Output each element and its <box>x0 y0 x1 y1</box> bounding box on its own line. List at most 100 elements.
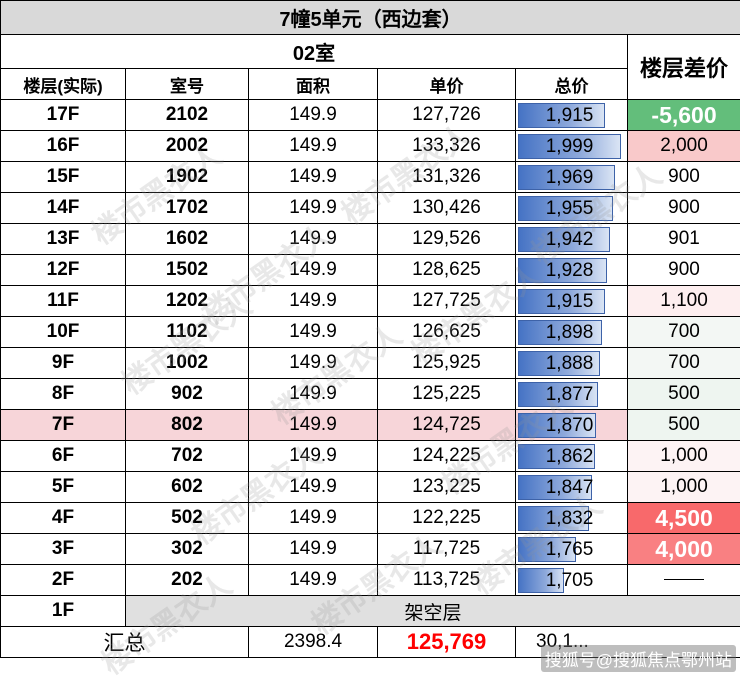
total-price-databar: 1,999 <box>518 134 621 159</box>
floor-diff-cell: 700 <box>628 317 740 348</box>
room-type-heading: 02室 <box>1 35 628 69</box>
total-price-cell: 1,705 <box>516 565 628 596</box>
floor-cell: 11F <box>1 286 126 317</box>
floor-cell: 16F <box>1 131 126 162</box>
total-price-cell: 1,898 <box>516 317 628 348</box>
total-price-cell: 1,765 <box>516 534 628 565</box>
room-number-cell: 902 <box>126 379 249 410</box>
total-price-value: 1,705 <box>546 570 594 591</box>
room-number-cell: 1702 <box>126 193 249 224</box>
unit-price-cell: 133,326 <box>378 131 516 162</box>
total-price-databar: 1,877 <box>518 382 621 407</box>
unit-price-cell: 127,725 <box>378 286 516 317</box>
floor-diff-cell: 500 <box>628 379 740 410</box>
room-number-cell: 302 <box>126 534 249 565</box>
floor-diff-cell: 900 <box>628 193 740 224</box>
total-price-databar: 1,898 <box>518 320 621 345</box>
floor-diff-cell: 901 <box>628 224 740 255</box>
unit-price-cell: 128,625 <box>378 255 516 286</box>
floor-diff-value: 700 <box>668 321 700 342</box>
area-cell: 149.9 <box>249 503 378 534</box>
area-cell: 149.9 <box>249 534 378 565</box>
total-price-value: 1,765 <box>546 539 594 560</box>
summary-unit-price: 125,769 <box>378 627 516 658</box>
total-price-databar: 1,705 <box>518 568 621 593</box>
total-price-value: 1,969 <box>546 167 594 188</box>
floor-cell: 17F <box>1 100 126 131</box>
total-price-value: 1,877 <box>546 384 594 405</box>
floor-diff-cell <box>628 565 740 596</box>
area-cell: 149.9 <box>249 410 378 441</box>
floor-diff-value: 900 <box>668 197 700 218</box>
total-price-value: 1,928 <box>546 260 594 281</box>
floor-diff-value: 900 <box>668 259 700 280</box>
floor-header: 楼层(实际) <box>1 69 126 100</box>
floor-diff-value: 1,000 <box>660 476 708 497</box>
unit-price-cell: 122,225 <box>378 503 516 534</box>
floor-cell: 8F <box>1 379 126 410</box>
total-price-cell: 1,862 <box>516 441 628 472</box>
total-price-value: 1,955 <box>546 198 594 219</box>
floor-diff-header: 楼层差价 <box>628 35 740 100</box>
room-number-cell: 2102 <box>126 100 249 131</box>
area-cell: 149.9 <box>249 441 378 472</box>
floor-diff-value: -5,600 <box>651 102 716 128</box>
total-price-databar: 1,915 <box>518 289 621 314</box>
floor-cell: 6F <box>1 441 126 472</box>
floor-diff-cell: 4,000 <box>628 534 740 565</box>
summary-label: 汇总 <box>1 627 249 658</box>
total-price-databar: 1,870 <box>518 413 621 438</box>
unit-price-cell: 125,225 <box>378 379 516 410</box>
area-cell: 149.9 <box>249 472 378 503</box>
floor-cell: 14F <box>1 193 126 224</box>
dash-mark <box>664 579 704 580</box>
room-number-cell: 502 <box>126 503 249 534</box>
floor-cell: 5F <box>1 472 126 503</box>
total-price-value: 1,999 <box>546 136 594 157</box>
total-price-cell: 1,928 <box>516 255 628 286</box>
unit-price-header: 单价 <box>378 69 516 100</box>
floor-diff-value: 4,000 <box>655 536 713 562</box>
room-number-cell: 1102 <box>126 317 249 348</box>
area-cell: 149.9 <box>249 317 378 348</box>
total-price-value: 1,888 <box>546 353 594 374</box>
area-cell: 149.9 <box>249 286 378 317</box>
total-price-value: 1,832 <box>546 508 594 529</box>
total-price-value: 1,915 <box>546 105 594 126</box>
unit-price-cell: 129,526 <box>378 224 516 255</box>
table-title: 7幢5单元（西边套） <box>1 1 740 35</box>
total-price-databar: 1,832 <box>518 506 621 531</box>
unit-price-cell: 124,725 <box>378 410 516 441</box>
floor-diff-cell: -5,600 <box>628 100 740 131</box>
floor-diff-cell: 500 <box>628 410 740 441</box>
unit-price-cell: 113,725 <box>378 565 516 596</box>
total-price-value: 1,870 <box>546 415 594 436</box>
room-number-cell: 202 <box>126 565 249 596</box>
floor-cell: 1F <box>1 596 126 627</box>
floor-cell: 13F <box>1 224 126 255</box>
total-price-value: 1,847 <box>546 477 594 498</box>
total-price-value: 1,942 <box>546 229 594 250</box>
area-cell: 149.9 <box>249 131 378 162</box>
total-price-value: 1,898 <box>546 322 594 343</box>
footer-watermark: 搜狐号@搜狐焦点鄂州站 <box>541 645 736 672</box>
floor-cell: 15F <box>1 162 126 193</box>
floor-diff-value: 700 <box>668 352 700 373</box>
floor-diff-cell: 700 <box>628 348 740 379</box>
area-cell: 149.9 <box>249 565 378 596</box>
pricing-table: 7幢5单元（西边套） 02室 楼层差价 楼层(实际) 室号 面积 单价 总价 1… <box>0 0 740 658</box>
floor-cell: 3F <box>1 534 126 565</box>
total-price-cell: 1,877 <box>516 379 628 410</box>
total-price-value: 1,915 <box>546 291 594 312</box>
unit-price-cell: 131,326 <box>378 162 516 193</box>
